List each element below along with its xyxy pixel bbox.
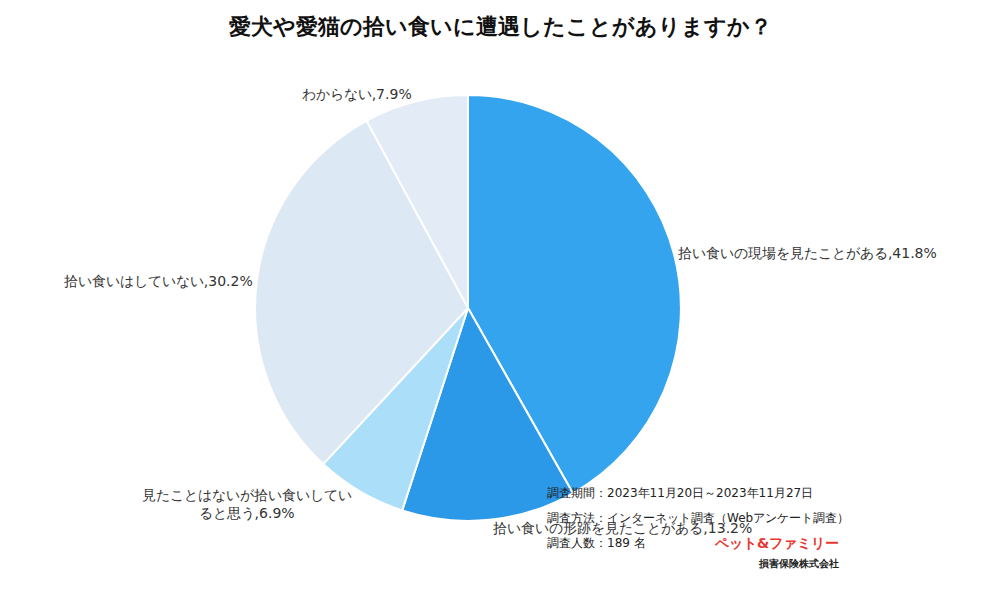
svg-text:わからない,7.9%: わからない,7.9% [302, 86, 412, 102]
svg-text:調査方法：インターネット調査（Webアンケート調査）: 調査方法：インターネット調査（Webアンケート調査） [547, 511, 849, 525]
svg-text:拾い食いの現場を見たことがある,41.8%: 拾い食いの現場を見たことがある,41.8% [678, 245, 937, 261]
svg-text:調査期間：2023年11月20日～2023年11月27日: 調査期間：2023年11月20日～2023年11月27日 [547, 486, 813, 500]
svg-text:見たことはないが拾い食いしていると思う,6.9%: 見たことはないが拾い食いしていると思う,6.9% [142, 487, 352, 521]
svg-text:損害保険株式会社: 損害保険株式会社 [758, 558, 839, 569]
svg-text:調査人数：189 名: 調査人数：189 名 [547, 536, 646, 550]
svg-text:愛犬や愛猫の拾い食いに遭遇したことがありますか？: 愛犬や愛猫の拾い食いに遭遇したことがありますか？ [229, 14, 772, 39]
svg-text:拾い食いの形跡を見たことがある,13.2%: 拾い食いの形跡を見たことがある,13.2% [493, 520, 752, 536]
svg-text:拾い食いはしていない,30.2%: 拾い食いはしていない,30.2% [64, 273, 253, 289]
svg-text:ペット&ファミリー: ペット&ファミリー [714, 535, 839, 551]
